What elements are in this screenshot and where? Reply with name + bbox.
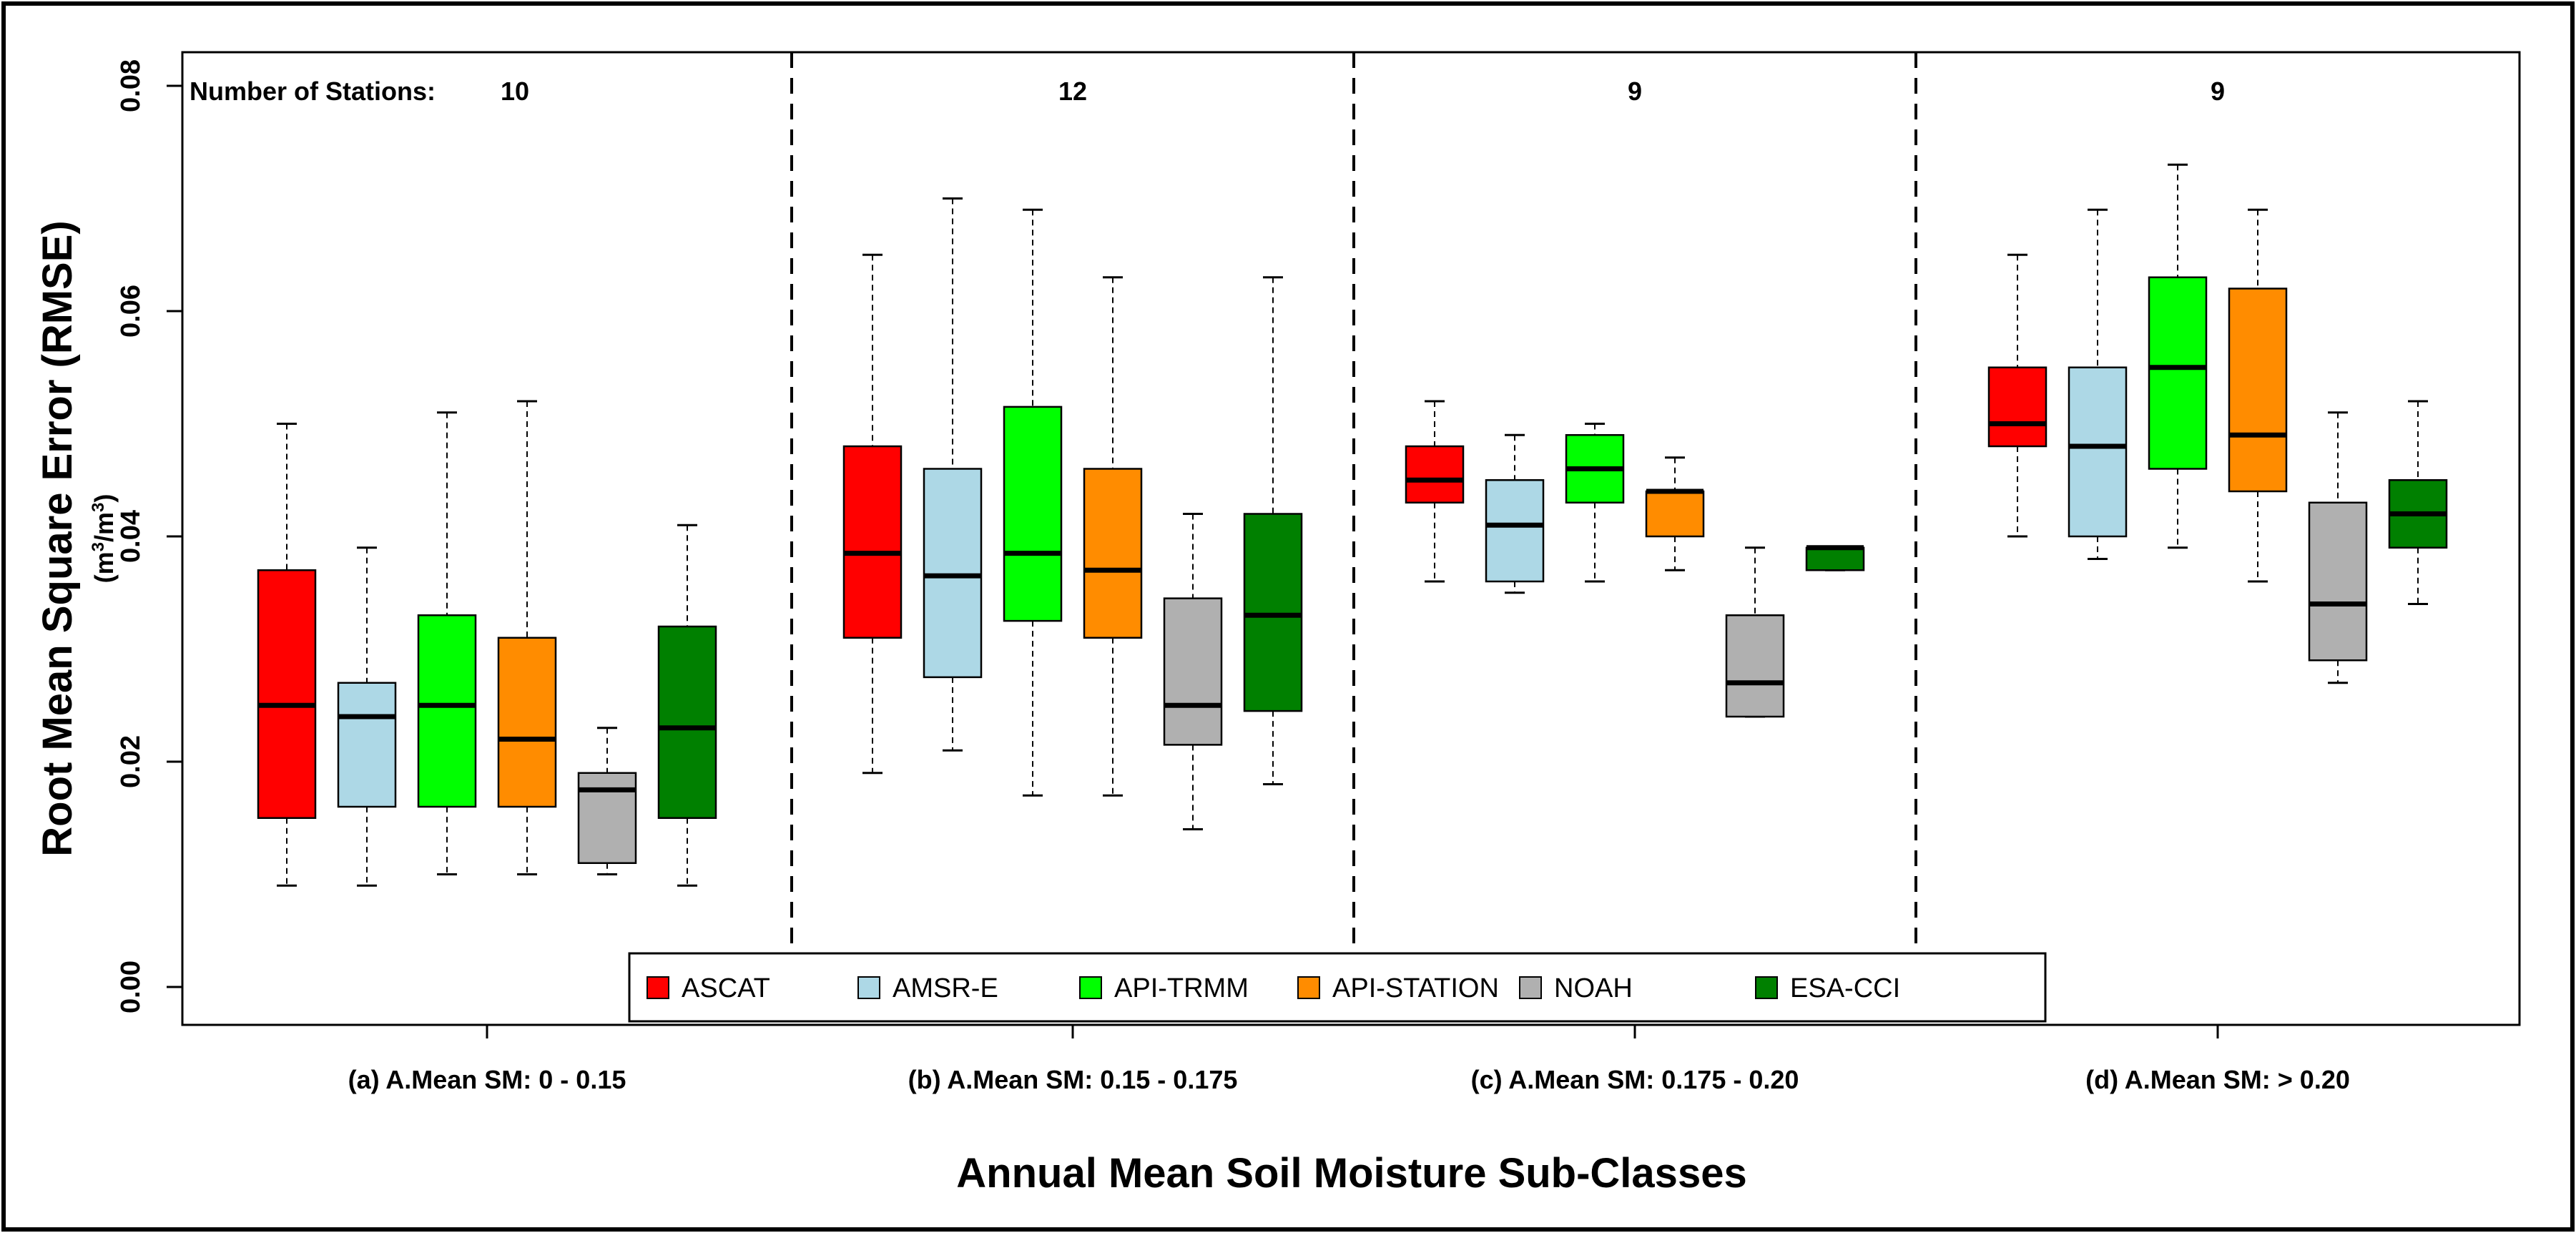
box-esa-cci [2388,400,2448,605]
box-amsr-e [923,197,983,752]
legend-item-api-trmm: API-TRMM [1079,973,1249,1003]
y-tick-label: 0.02 [116,735,146,788]
box-body [1243,513,1303,712]
box-noah [1725,546,1785,718]
y-tick-label: 0.08 [116,59,146,112]
legend-swatch [1519,976,1542,999]
legend-label: AMSR-E [893,973,998,1003]
box-api-trmm [417,411,477,875]
legend-item-esa-cci: ESA-CCI [1755,973,1900,1003]
legend-swatch [1079,976,1102,999]
legend-swatch [857,976,880,999]
legend-item-noah: NOAH [1519,973,1633,1003]
x-group-label: (c) A.Mean SM: 0.175 - 0.20 [1471,1065,1799,1094]
x-axis-title: Annual Mean Soil Moisture Sub-Classes [956,1150,1746,1197]
box-body [1163,597,1223,746]
legend-label: NOAH [1554,973,1633,1003]
box-body [1405,445,1465,503]
box-ascat [842,253,903,775]
box-body [1645,490,1705,538]
box-api-station [1083,276,1143,797]
box-body [1003,406,1063,622]
legend: ASCAT AMSR-E API-TRMM API-STATION NOAH ESA-CC… [628,952,2047,1023]
box-body [417,614,477,808]
box-group: 9 [1405,77,1865,718]
station-count: 9 [2211,77,2225,106]
box-api-trmm [1565,423,1625,583]
box-body [1987,366,2047,448]
legend-item-amsr-e: AMSR-E [857,973,998,1003]
y-axis-title: Root Mean Square Error (RMSE) [34,220,81,856]
box-body [577,772,637,864]
box-api-trmm [2148,163,2208,549]
box-amsr-e [1485,433,1545,594]
box-body [2148,276,2208,470]
box-body [1725,614,1785,718]
box-amsr-e [2068,208,2128,560]
box-body [657,625,717,819]
box-ascat [257,423,317,887]
box-body [497,637,557,808]
legend-label: API-STATION [1332,973,1499,1003]
box-api-station [1645,456,1705,571]
box-esa-cci [1805,545,1865,571]
legend-label: API-TRMM [1114,973,1249,1003]
box-api-trmm [1003,208,1063,797]
x-group-label: (b) A.Mean SM: 0.15 - 0.175 [908,1065,1238,1094]
legend-swatch [1755,976,1778,999]
legend-item-ascat: ASCAT [647,973,770,1003]
y-tick-label: 0.04 [116,510,146,563]
box-body [1083,468,1143,639]
box-noah [1163,513,1223,830]
box-group: 9 [1987,77,2448,684]
box-noah [2308,411,2368,684]
box-body [1485,479,1545,583]
y-axis: 0.00 0.02 0.04 0.06 0.08 [116,59,184,1013]
x-group-label: (a) A.Mean SM: 0 - 0.15 [348,1065,626,1094]
box-amsr-e [337,546,397,887]
legend-item-api-station: API-STATION [1297,973,1499,1003]
box-group: 10 [257,77,717,887]
box-ascat [1405,400,1465,583]
box-body [2068,366,2128,538]
box-body [1805,546,1865,571]
box-api-station [2228,208,2288,583]
y-tick-label: 0.00 [116,961,146,1013]
box-groups: 10 12 9 9 [257,77,2448,887]
station-count: 9 [1628,77,1642,106]
box-body [923,468,983,679]
group-separators [790,52,1917,1025]
x-group-label: (d) A.Mean SM: > 0.20 [2085,1065,2350,1094]
box-body [2228,288,2288,493]
box-esa-cci [1243,276,1303,785]
box-body [2308,501,2368,662]
stations-prefix: Number of Stations: [190,77,436,106]
legend-label: ASCAT [682,973,770,1003]
legend-label: ESA-CCI [1790,973,1900,1003]
station-count: 10 [501,77,529,106]
box-esa-cci [657,524,717,887]
legend-swatch [1297,976,1320,999]
y-tick-label: 0.06 [116,285,146,338]
x-axis: (a) A.Mean SM: 0 - 0.15 (b) A.Mean SM: 0.… [348,1025,2350,1094]
box-body [337,682,397,808]
box-ascat [1987,253,2047,538]
box-body [257,569,317,819]
box-api-station [497,400,557,875]
station-count: 12 [1058,77,1087,106]
box-group: 12 [842,77,1303,830]
y-axis-unit: (m3/m3) [89,494,119,584]
legend-swatch [647,976,669,999]
box-noah [577,727,637,875]
box-body [842,445,903,639]
